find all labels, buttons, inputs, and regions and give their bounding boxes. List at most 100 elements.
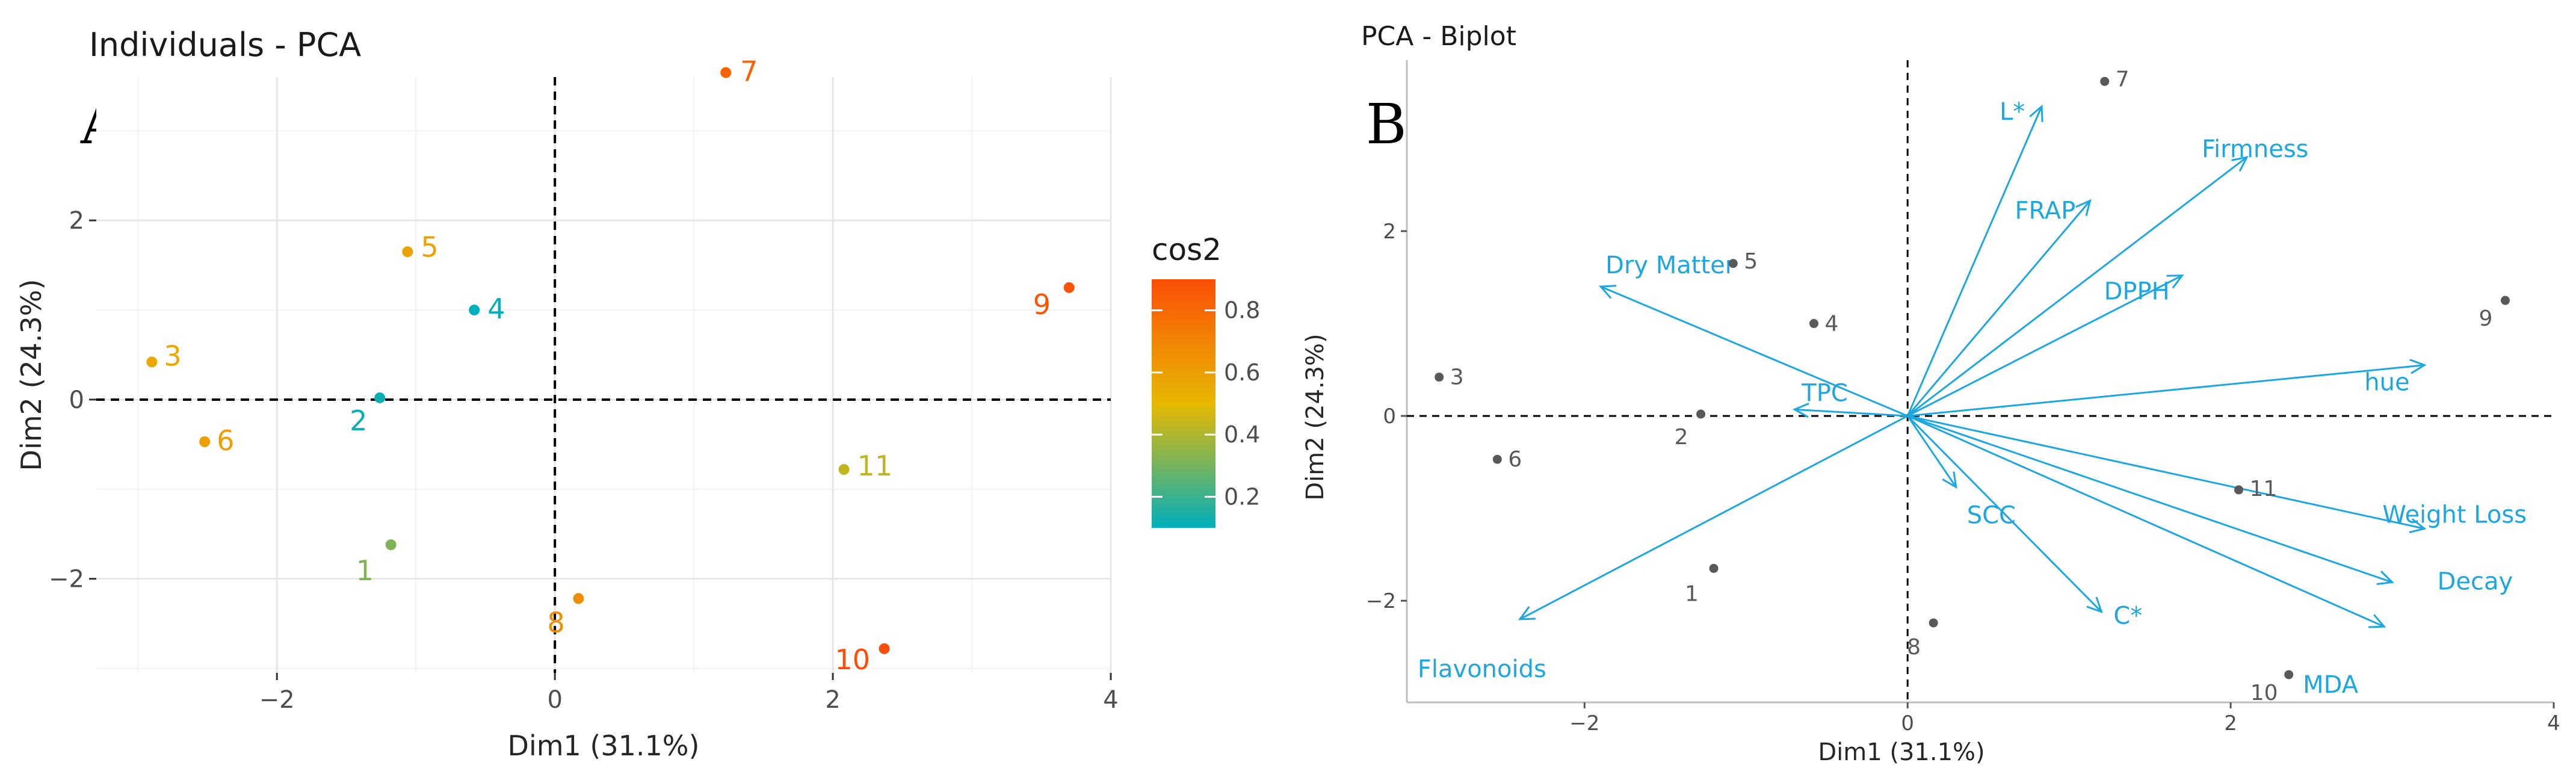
variable-arrow-line <box>1794 408 1908 417</box>
individual-label: 7 <box>740 55 758 88</box>
panel-b-letter: B <box>1366 92 1407 156</box>
x-tick-label: 0 <box>1901 711 1914 735</box>
individual-label: 2 <box>1675 425 1688 450</box>
panel-b-reference-lines <box>1407 60 2554 702</box>
variable-arrow-line <box>1907 156 2247 417</box>
panel-a-reference-lines <box>96 77 1111 673</box>
panel-b: PCA - Biplot B −2 0 2 4 −2 0 2 L* Firmness FRAP D… <box>1302 21 2560 766</box>
individual-point <box>1709 563 1719 573</box>
individual-point <box>402 246 413 258</box>
variable-label: Decay <box>2438 568 2513 595</box>
variable-arrow-line <box>1907 364 2425 417</box>
variable-arrow-head <box>2409 518 2427 533</box>
individual-point <box>469 305 480 316</box>
variable-arrow-line <box>1600 285 1908 417</box>
individual-point <box>879 643 890 654</box>
variable-arrow-line <box>1907 415 2425 530</box>
variable-arrow-line <box>1519 415 1908 621</box>
individual-point <box>1435 373 1444 382</box>
panel-a-points: 1 2 3 4 5 6 7 8 9 10 11 <box>146 55 1075 676</box>
individual-label: 4 <box>487 293 505 325</box>
variable-label: MDA <box>2303 671 2359 699</box>
variable-label: Dry Matter <box>1605 252 1735 279</box>
variable-label: Flavonoids <box>1418 655 1546 683</box>
panel-b-tick-labels: −2 0 2 4 −2 0 2 <box>1366 220 2560 735</box>
individual-label: 2 <box>350 404 367 437</box>
individual-label: 7 <box>2116 67 2130 91</box>
variable-label: C* <box>2113 602 2142 630</box>
variable-label: DPPH <box>2104 278 2170 306</box>
variable-arrow-line <box>1907 415 2102 613</box>
variable-arrow-line <box>1907 415 2385 628</box>
individual-label: 5 <box>421 231 438 263</box>
individual-point <box>573 593 584 604</box>
panel-a-y-axis-title: Dim2 (24.3%) <box>15 279 48 471</box>
x-tick-label: 0 <box>547 686 562 714</box>
y-tick-label: 0 <box>69 386 84 414</box>
variable-label: FRAP <box>2015 197 2076 224</box>
individual-label: 9 <box>1033 288 1051 321</box>
cos2-legend-ticks: 0.2 0.4 0.6 0.8 <box>1152 297 1260 510</box>
individual-label: 10 <box>835 643 871 676</box>
cos2-legend: cos2 0.2 0.4 0.6 0.8 <box>1152 232 1260 528</box>
cos2-colorbar <box>1152 279 1215 528</box>
individual-label: 9 <box>2479 306 2492 331</box>
variable-arrow-head <box>2231 156 2249 172</box>
panel-b-points: 1 2 3 4 5 6 7 8 9 10 11 <box>1435 67 2510 705</box>
variable-arrow-head <box>2166 274 2184 289</box>
variable-arrow-head <box>2376 571 2394 586</box>
individual-point <box>720 67 732 78</box>
individual-point <box>2234 485 2244 495</box>
legend-tick-label: 0.2 <box>1224 483 1260 510</box>
x-tick-label: −2 <box>1569 711 1599 735</box>
variable-arrow-line <box>1907 274 2183 417</box>
x-tick-label: 4 <box>2547 711 2560 735</box>
variable-arrow-head <box>2029 104 2043 122</box>
variable-label: SCC <box>1967 501 2016 529</box>
y-tick-label: 0 <box>1383 404 1396 429</box>
variable-arrow-head <box>1598 285 1617 299</box>
legend-tick-label: 0.4 <box>1224 421 1260 448</box>
y-tick-label: −2 <box>1366 589 1396 613</box>
panel-a-tick-labels: −2 0 2 4 −2 0 2 <box>49 207 1119 714</box>
individual-point <box>385 539 397 551</box>
panel-b-y-axis-title: Dim2 (24.3%) <box>1302 333 1329 500</box>
variable-arrow-head <box>2086 596 2103 613</box>
individual-point <box>838 464 850 475</box>
panel-b-title: PCA - Biplot <box>1361 21 1516 52</box>
individual-point <box>1728 259 1738 268</box>
individual-label: 3 <box>164 339 181 372</box>
individual-label: 1 <box>356 554 374 587</box>
individual-label: 6 <box>1508 447 1522 472</box>
individual-point <box>1809 319 1818 329</box>
x-tick-label: 4 <box>1103 686 1118 714</box>
panel-b-axes <box>1406 60 2554 704</box>
individual-point <box>1492 454 1502 464</box>
variable-label: Weight Loss <box>2382 501 2527 528</box>
variable-arrow-head <box>2368 614 2386 628</box>
y-tick-label: 2 <box>1383 220 1396 244</box>
cos2-legend-title: cos2 <box>1152 232 1222 267</box>
legend-tick-label: 0.8 <box>1224 297 1260 324</box>
variable-arrow-head <box>1792 402 1809 418</box>
x-tick-label: 2 <box>825 686 840 714</box>
panel-a-minor-grid <box>96 77 1111 673</box>
variable-label: L* <box>2000 98 2025 126</box>
variable-arrow-head <box>2409 359 2427 374</box>
individual-label: 8 <box>1907 635 1921 660</box>
individual-point <box>1929 618 1938 628</box>
panel-b-x-axis-title: Dim1 (31.1%) <box>1818 738 1985 766</box>
individual-point <box>374 392 386 403</box>
variable-arrow-line <box>1907 415 2393 583</box>
variable-label: hue <box>2364 369 2409 397</box>
individual-label: 3 <box>1450 365 1464 390</box>
individual-label: 10 <box>2250 681 2278 705</box>
y-tick-label: −2 <box>49 566 84 593</box>
variable-arrow-head <box>1518 606 1536 621</box>
variable-label: Firmness <box>2202 135 2309 163</box>
individual-point <box>2100 76 2110 86</box>
individual-label: 11 <box>857 450 893 482</box>
individual-point <box>1696 409 1706 419</box>
individual-label: 1 <box>1685 581 1699 606</box>
